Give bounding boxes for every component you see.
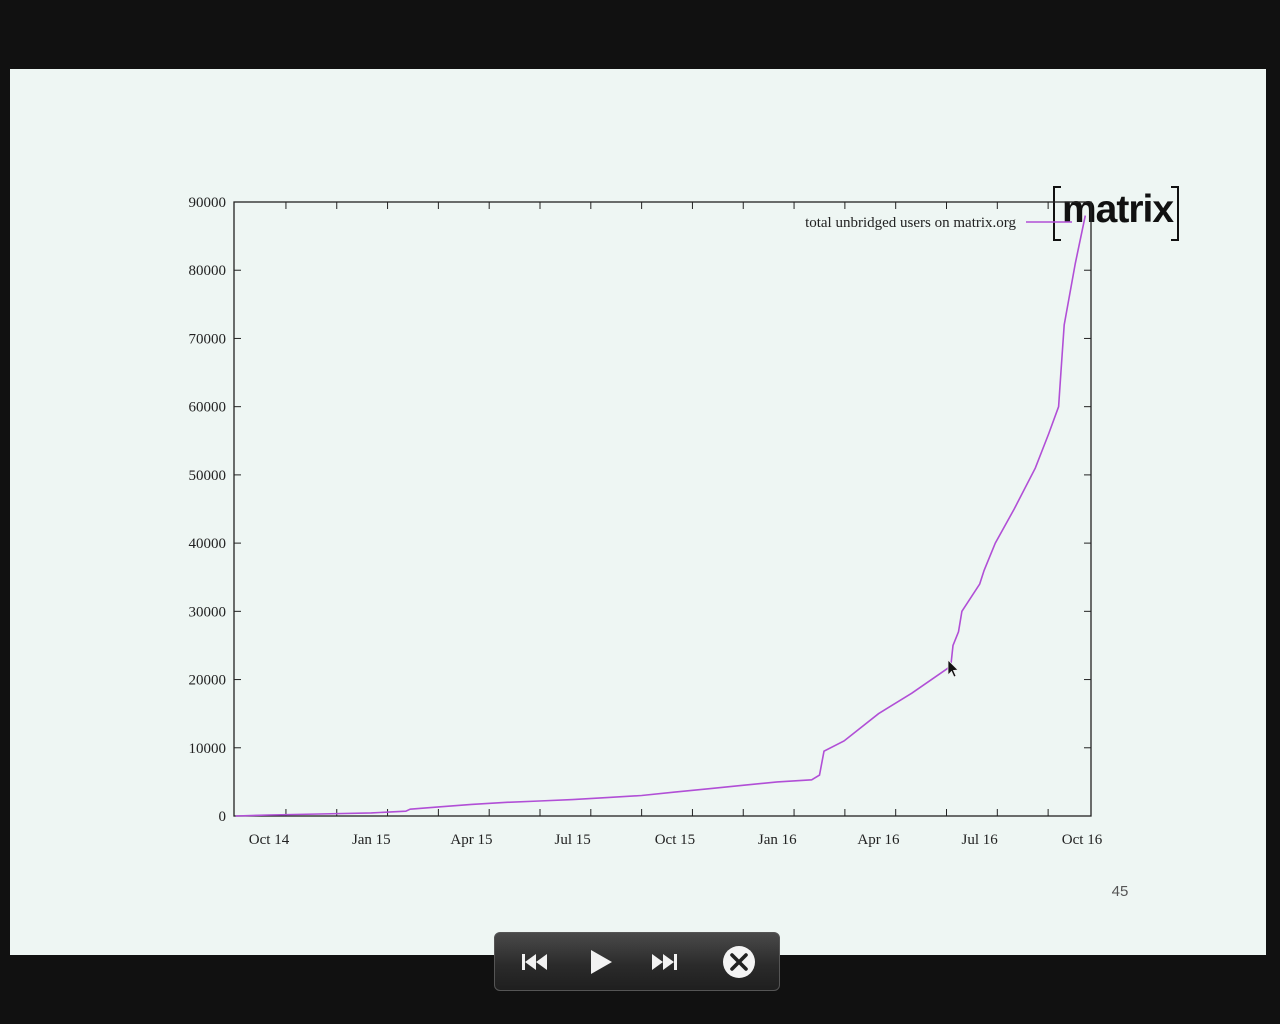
skip-back-icon — [522, 954, 547, 970]
x-tick-label: Jan 15 — [352, 832, 391, 848]
y-tick-label: 0 — [219, 809, 227, 825]
slide: matrix — [10, 69, 1266, 955]
page-number: 45 — [1111, 883, 1129, 900]
legend: total unbridged users on matrix.org — [805, 215, 1072, 231]
x-tick-label: Oct 14 — [249, 832, 290, 848]
close-icon — [723, 946, 755, 978]
close-button[interactable] — [710, 933, 768, 991]
play-button[interactable] — [572, 933, 630, 991]
y-tick-label: 30000 — [189, 604, 227, 620]
matrix-logo: matrix — [1053, 186, 1179, 241]
logo-text: matrix — [1062, 188, 1174, 231]
x-tick-label: Jul 15 — [554, 832, 590, 848]
y-tick-label: 50000 — [189, 468, 227, 484]
player-controls — [494, 932, 780, 991]
play-icon — [591, 950, 612, 974]
mouse-cursor-icon — [947, 659, 959, 678]
x-tick-label: Jul 16 — [962, 832, 999, 848]
y-tick-label: 60000 — [189, 400, 227, 416]
x-tick-label: Oct 16 — [1062, 832, 1103, 848]
y-tick-label: 40000 — [189, 536, 227, 552]
plot-frame — [233, 201, 1092, 817]
series-line — [235, 215, 1087, 817]
x-tick-label: Oct 15 — [655, 832, 695, 848]
logo-left-bracket — [1053, 186, 1061, 241]
skip-forward-icon — [652, 954, 677, 970]
x-tick-label: Apr 15 — [450, 832, 492, 848]
logo-right-bracket — [1171, 186, 1179, 241]
y-tick-label: 10000 — [189, 741, 227, 757]
y-tick-label: 20000 — [189, 673, 227, 689]
y-tick-label: 70000 — [189, 331, 227, 347]
x-tick-label: Jan 16 — [758, 832, 797, 848]
legend-label: total unbridged users on matrix.org — [805, 215, 1016, 231]
next-button[interactable] — [637, 933, 695, 991]
previous-button[interactable] — [507, 933, 565, 991]
y-tick-label: 80000 — [189, 263, 227, 279]
x-tick-label: Apr 16 — [857, 832, 900, 848]
y-tick-label: 90000 — [189, 195, 227, 211]
